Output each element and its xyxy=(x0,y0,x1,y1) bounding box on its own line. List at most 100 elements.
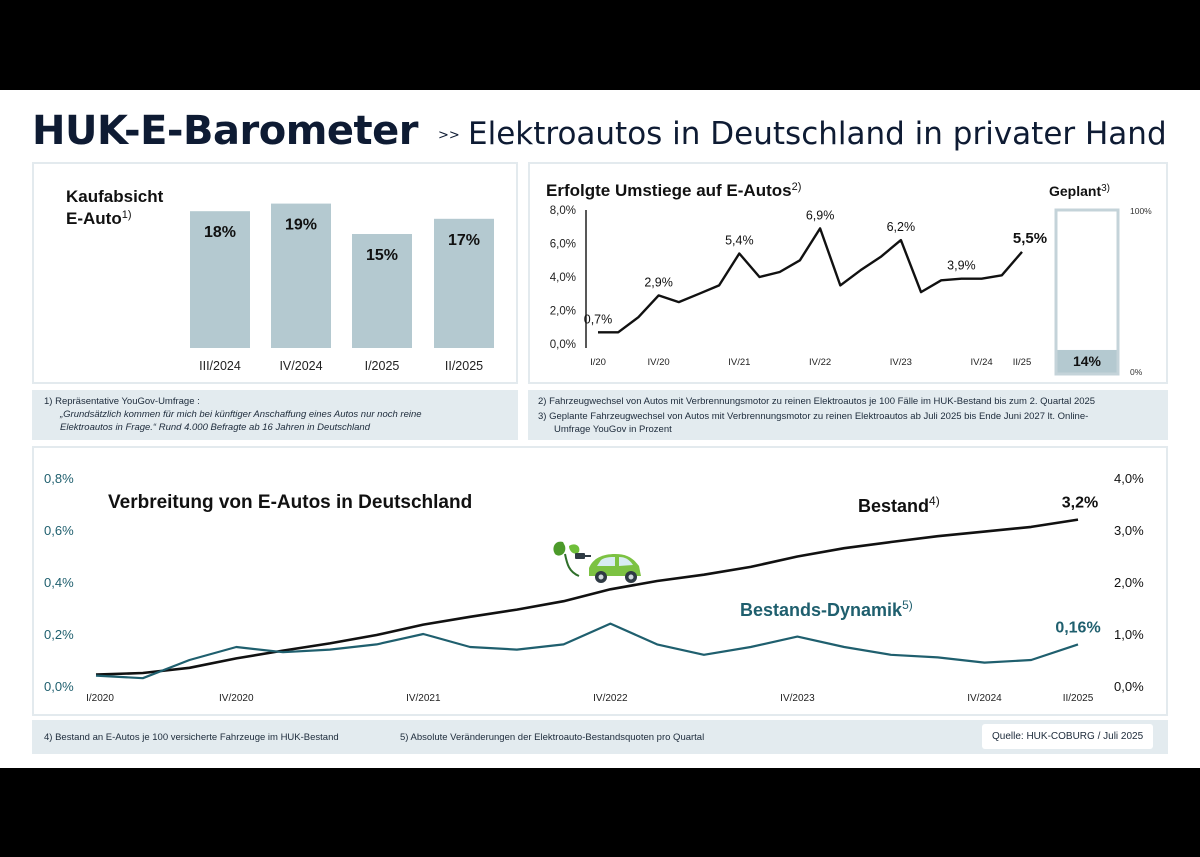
umst-xtick-0: I/20 xyxy=(590,357,606,368)
verb-xtick-0: I/2020 xyxy=(86,693,114,704)
umst-data-label-3: 6,9% xyxy=(806,208,835,222)
umst-data-label-2: 5,4% xyxy=(725,234,754,248)
geplant-bottom-label: 0% xyxy=(1130,367,1143,377)
source-label: Quelle: HUK-COBURG / Juli 2025 xyxy=(982,724,1154,749)
note-1-line2-text: Elektroautos in Frage.“ Rund 4.000 Befra… xyxy=(60,422,370,433)
note-1-line1-text: „Grundsätzlich kommen für mich bei künft… xyxy=(60,409,422,420)
umstiege-panel: Erfolgte Umstiege auf E-Autos2) 0,0% 2,0%… xyxy=(528,162,1168,384)
kauf-bar-3 xyxy=(434,218,494,348)
kaufabsicht-chart: Kaufabsicht E-Auto1) 18% III/2024 19% IV/20… xyxy=(66,187,494,373)
note-1-line2: Elektroautos in Frage.“ Rund 4.000 Befra… xyxy=(60,421,370,434)
umst-ytick-2: 4,0% xyxy=(550,272,576,284)
geplant-title: Geplant3) xyxy=(1049,183,1110,199)
umst-xtick-1: IV/20 xyxy=(647,357,669,368)
verb-xtick-1: IV/2020 xyxy=(219,693,254,704)
verb-yleft-tick-3: 0,6% xyxy=(44,523,74,538)
umst-ytick-0: 0,0% xyxy=(550,339,576,351)
umst-ytick-3: 6,0% xyxy=(550,239,576,251)
dynamik-end-label: 0,16% xyxy=(1055,619,1100,636)
bestand-label-text: Bestand xyxy=(858,496,929,516)
umst-data-label-1: 2,9% xyxy=(644,275,673,289)
geplant-value-label: 14% xyxy=(1073,353,1102,369)
kauf-value-label-0: 18% xyxy=(204,224,236,241)
verbreitung-axes: 0,0% 0,2% 0,4% 0,6% 0,8% 0,0% 1,0% 2,0% 3,0% 4,0%… xyxy=(44,471,1144,704)
dynamik-label-text: Bestands-Dynamik xyxy=(740,600,903,620)
notes-umstiege: 2) Fahrzeugwechsel von Autos mit Verbren… xyxy=(528,390,1168,440)
umst-xtick-6: II/25 xyxy=(1013,357,1032,368)
umst-data-label-0: 0,7% xyxy=(584,312,613,326)
verb-xtick-4: IV/2023 xyxy=(780,693,815,704)
verb-yright-tick-4: 4,0% xyxy=(1114,471,1144,486)
bestand-end-label: 3,2% xyxy=(1062,495,1098,512)
kaufabsicht-title-line2-text: E-Auto xyxy=(66,209,122,228)
verb-xtick-6: II/2025 xyxy=(1063,693,1094,704)
kauf-bar-1 xyxy=(271,203,331,348)
umstiege-title: Erfolgte Umstiege auf E-Autos2) xyxy=(546,181,801,200)
note-3-line2: Umfrage YouGov in Prozent xyxy=(554,424,672,435)
umst-xtick-2: IV/21 xyxy=(728,357,750,368)
note-5: 5) Absolute Veränderungen der Elektroaut… xyxy=(400,732,705,743)
note-3-line1: 3) Geplante Fahrzeugwechsel von Autos mi… xyxy=(538,411,1089,422)
electric-car-icon xyxy=(553,541,641,583)
verb-yleft-tick-0: 0,0% xyxy=(44,679,74,694)
umstiege-title-text: Erfolgte Umstiege auf E-Autos xyxy=(546,181,792,200)
note-1-head: 1) Repräsentative YouGov-Umfrage : xyxy=(44,396,200,407)
bestand-line xyxy=(95,518,1079,676)
umst-xtick-3: IV/22 xyxy=(809,357,831,368)
kauf-category-2: I/2025 xyxy=(365,359,400,373)
geplant-title-text: Geplant xyxy=(1049,183,1101,199)
verb-yright-tick-0: 0,0% xyxy=(1114,679,1144,694)
verb-yright-tick-3: 3,0% xyxy=(1114,523,1144,538)
kauf-value-label-2: 15% xyxy=(366,247,398,264)
dynamik-label-sup: 5) xyxy=(902,598,913,612)
kauf-value-label-3: 17% xyxy=(448,232,480,249)
note-1-line1: „Grundsätzlich kommen für mich bei künft… xyxy=(60,408,422,421)
kauf-category-0: III/2024 xyxy=(199,359,241,373)
umst-ytick-4: 8,0% xyxy=(550,205,576,217)
verb-yleft-tick-2: 0,4% xyxy=(44,575,74,590)
umst-data-label-5: 3,9% xyxy=(947,259,976,273)
bestand-label: Bestand4) xyxy=(858,494,940,516)
verb-xtick-3: IV/2022 xyxy=(593,693,628,704)
verbreitung-panel: Verbreitung von E-Autos in Deutschland 0… xyxy=(32,446,1168,716)
umstiege-data-labels: 0,7% 2,9% 5,4% 6,9% 6,2% 3,9% 5,5% xyxy=(584,208,1047,326)
kauf-category-3: II/2025 xyxy=(445,359,483,373)
kauf-value-label-1: 19% xyxy=(285,217,317,234)
page-subtitle: Elektroautos in Deutschland in privater … xyxy=(468,116,1167,152)
kaufabsicht-title-line2: E-Auto1) xyxy=(66,209,132,228)
dynamik-label: Bestands-Dynamik5) xyxy=(740,598,913,620)
verb-yright-tick-2: 2,0% xyxy=(1114,575,1144,590)
umstiege-chart: Erfolgte Umstiege auf E-Autos2) 0,0% 2,0%… xyxy=(546,181,1152,377)
geplant-bar xyxy=(1057,349,1117,373)
umst-xtick-4: IV/23 xyxy=(890,357,912,368)
geplant-title-sup: 3) xyxy=(1101,183,1110,194)
umst-data-label-4: 6,2% xyxy=(887,220,916,234)
verb-yleft-tick-4: 0,8% xyxy=(44,471,74,486)
kauf-bar-2 xyxy=(352,234,412,348)
page-title: HUK-E-Barometer xyxy=(32,108,418,154)
kauf-category-1: IV/2024 xyxy=(279,359,322,373)
bestand-label-sup: 4) xyxy=(929,494,940,508)
kaufabsicht-title-line1: Kaufabsicht xyxy=(66,187,164,206)
kaufabsicht-title-sup: 1) xyxy=(122,209,132,221)
umstiege-axes: 0,0% 2,0% 4,0% 6,0% 8,0% I/20 IV/20 IV/21 IV/22 I… xyxy=(550,205,1031,368)
notes-kaufabsicht: 1) Repräsentative YouGov-Umfrage : „Grun… xyxy=(32,390,518,440)
verb-yright-tick-1: 1,0% xyxy=(1114,627,1144,642)
umst-xtick-5: IV/24 xyxy=(971,357,993,368)
umstiege-title-sup: 2) xyxy=(792,181,802,193)
title-separator: >> xyxy=(438,128,460,143)
umst-ytick-1: 2,0% xyxy=(550,306,576,318)
geplant-outline xyxy=(1054,208,1120,376)
note-2: 2) Fahrzeugwechsel von Autos mit Verbren… xyxy=(538,396,1096,407)
dynamik-line xyxy=(95,622,1079,680)
geplant-top-label: 100% xyxy=(1130,206,1152,216)
umst-data-label-6: 5,5% xyxy=(1013,230,1047,247)
kauf-bar-0 xyxy=(190,211,250,348)
verbreitung-title: Verbreitung von E-Autos in Deutschland xyxy=(108,492,472,513)
note-4: 4) Bestand an E-Autos je 100 versicherte… xyxy=(44,732,339,743)
verb-xtick-5: IV/2024 xyxy=(967,693,1002,704)
notes-verbreitung: 4) Bestand an E-Autos je 100 versicherte… xyxy=(32,720,1168,754)
umstiege-line xyxy=(598,227,1023,334)
verb-xtick-2: IV/2021 xyxy=(406,693,441,704)
kaufabsicht-panel: Kaufabsicht E-Auto1) 18% III/2024 19% IV/20… xyxy=(32,162,518,384)
